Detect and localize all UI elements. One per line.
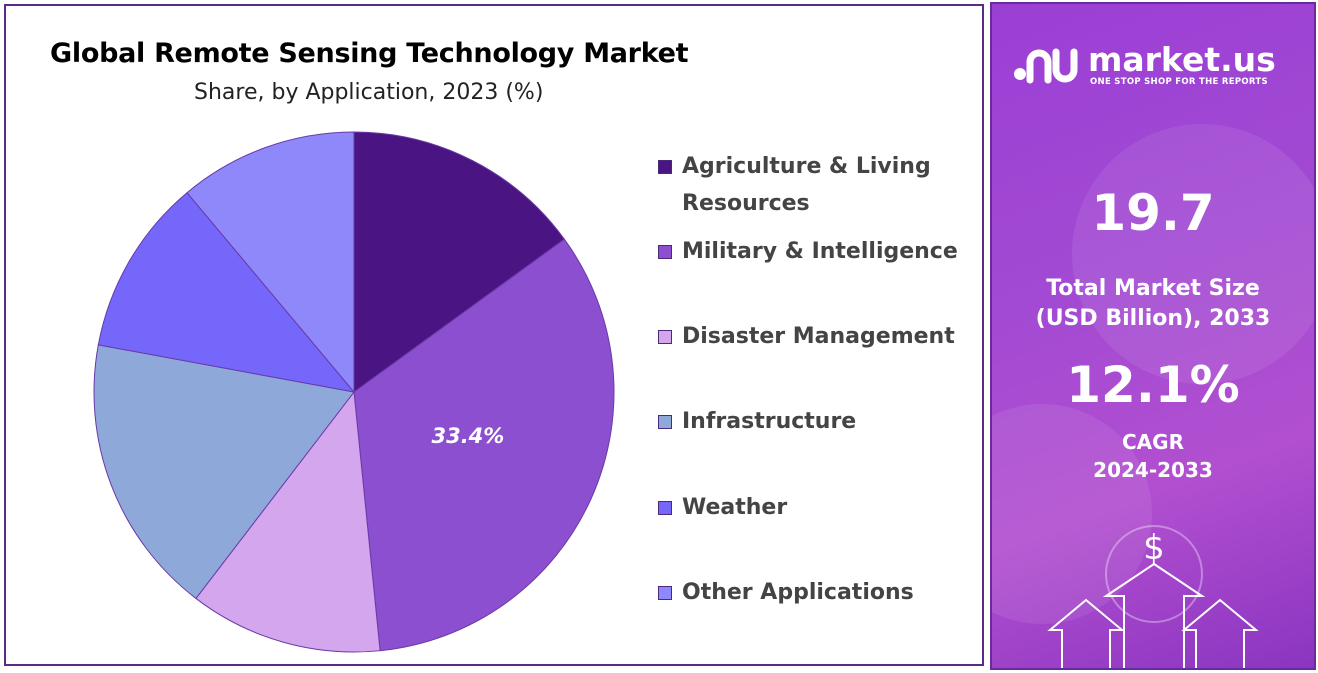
market-size-value: 19.7	[1091, 184, 1215, 242]
chart-subtitle: Share, by Application, 2023 (%)	[194, 80, 544, 105]
market-size-label: Total Market Size (USD Billion), 2033	[992, 274, 1314, 334]
legend-item-5: Weather	[658, 493, 972, 526]
pie-slice-2	[353, 238, 615, 652]
legend-label: Infrastructure	[682, 409, 857, 434]
brand-tagline: ONE STOP SHOP FOR THE REPORTS	[1090, 77, 1268, 87]
market-us-logo-icon	[1014, 48, 1078, 84]
legend-label: Military & Intelligence	[682, 239, 958, 264]
legend-swatch	[658, 415, 672, 429]
cagr-label-line1: CAGR	[1122, 430, 1184, 454]
chart-panel: Global Remote Sensing Technology Market …	[4, 4, 984, 666]
cagr-label: CAGR 2024-2033	[992, 428, 1314, 484]
legend-item-1: Agriculture & Living Resources	[658, 152, 932, 222]
pie-slice-1	[353, 131, 566, 393]
pie-slice-6	[186, 131, 355, 394]
legend-swatch	[658, 160, 672, 174]
legend-swatch	[658, 501, 672, 515]
legend-item-2: Military & Intelligence	[658, 237, 972, 270]
brand: market.us ONE STOP SHOP FOR THE REPORTS	[1012, 40, 1302, 90]
legend-swatch	[658, 245, 672, 259]
pie-data-label-2: 33.4%	[431, 424, 504, 448]
market-size-label-line2: (USD Billion), 2033	[1035, 306, 1271, 331]
market-size-label-line1: Total Market Size	[1046, 276, 1260, 301]
legend-label: Agriculture & Living Resources	[682, 154, 931, 216]
pie-slice-5	[97, 192, 356, 393]
cagr-label-line2: 2024-2033	[1093, 458, 1213, 482]
brand-name: market.us	[1088, 40, 1276, 79]
legend-label: Weather	[682, 495, 788, 520]
dollar-symbol: $	[1143, 528, 1165, 568]
pie-slice-4	[93, 344, 355, 600]
legend-label: Other Applications	[682, 580, 914, 605]
legend-swatch	[658, 330, 672, 344]
dollar-growth-arrows-icon: $	[1047, 525, 1259, 668]
legend-item-6: Other Applications	[658, 578, 972, 611]
legend-item-3: Disaster Management	[658, 322, 972, 355]
legend-label: Disaster Management	[682, 324, 955, 349]
chart-title: Global Remote Sensing Technology Market	[50, 38, 689, 69]
pie-slice-3	[195, 390, 381, 653]
legend-item-4: Infrastructure	[658, 407, 972, 440]
cagr-value: 12.1%	[1066, 356, 1240, 414]
market-summary-panel: market.us ONE STOP SHOP FOR THE REPORTS …	[990, 2, 1316, 670]
legend-swatch	[658, 586, 672, 600]
pie-chart: 33.4%	[93, 131, 615, 653]
